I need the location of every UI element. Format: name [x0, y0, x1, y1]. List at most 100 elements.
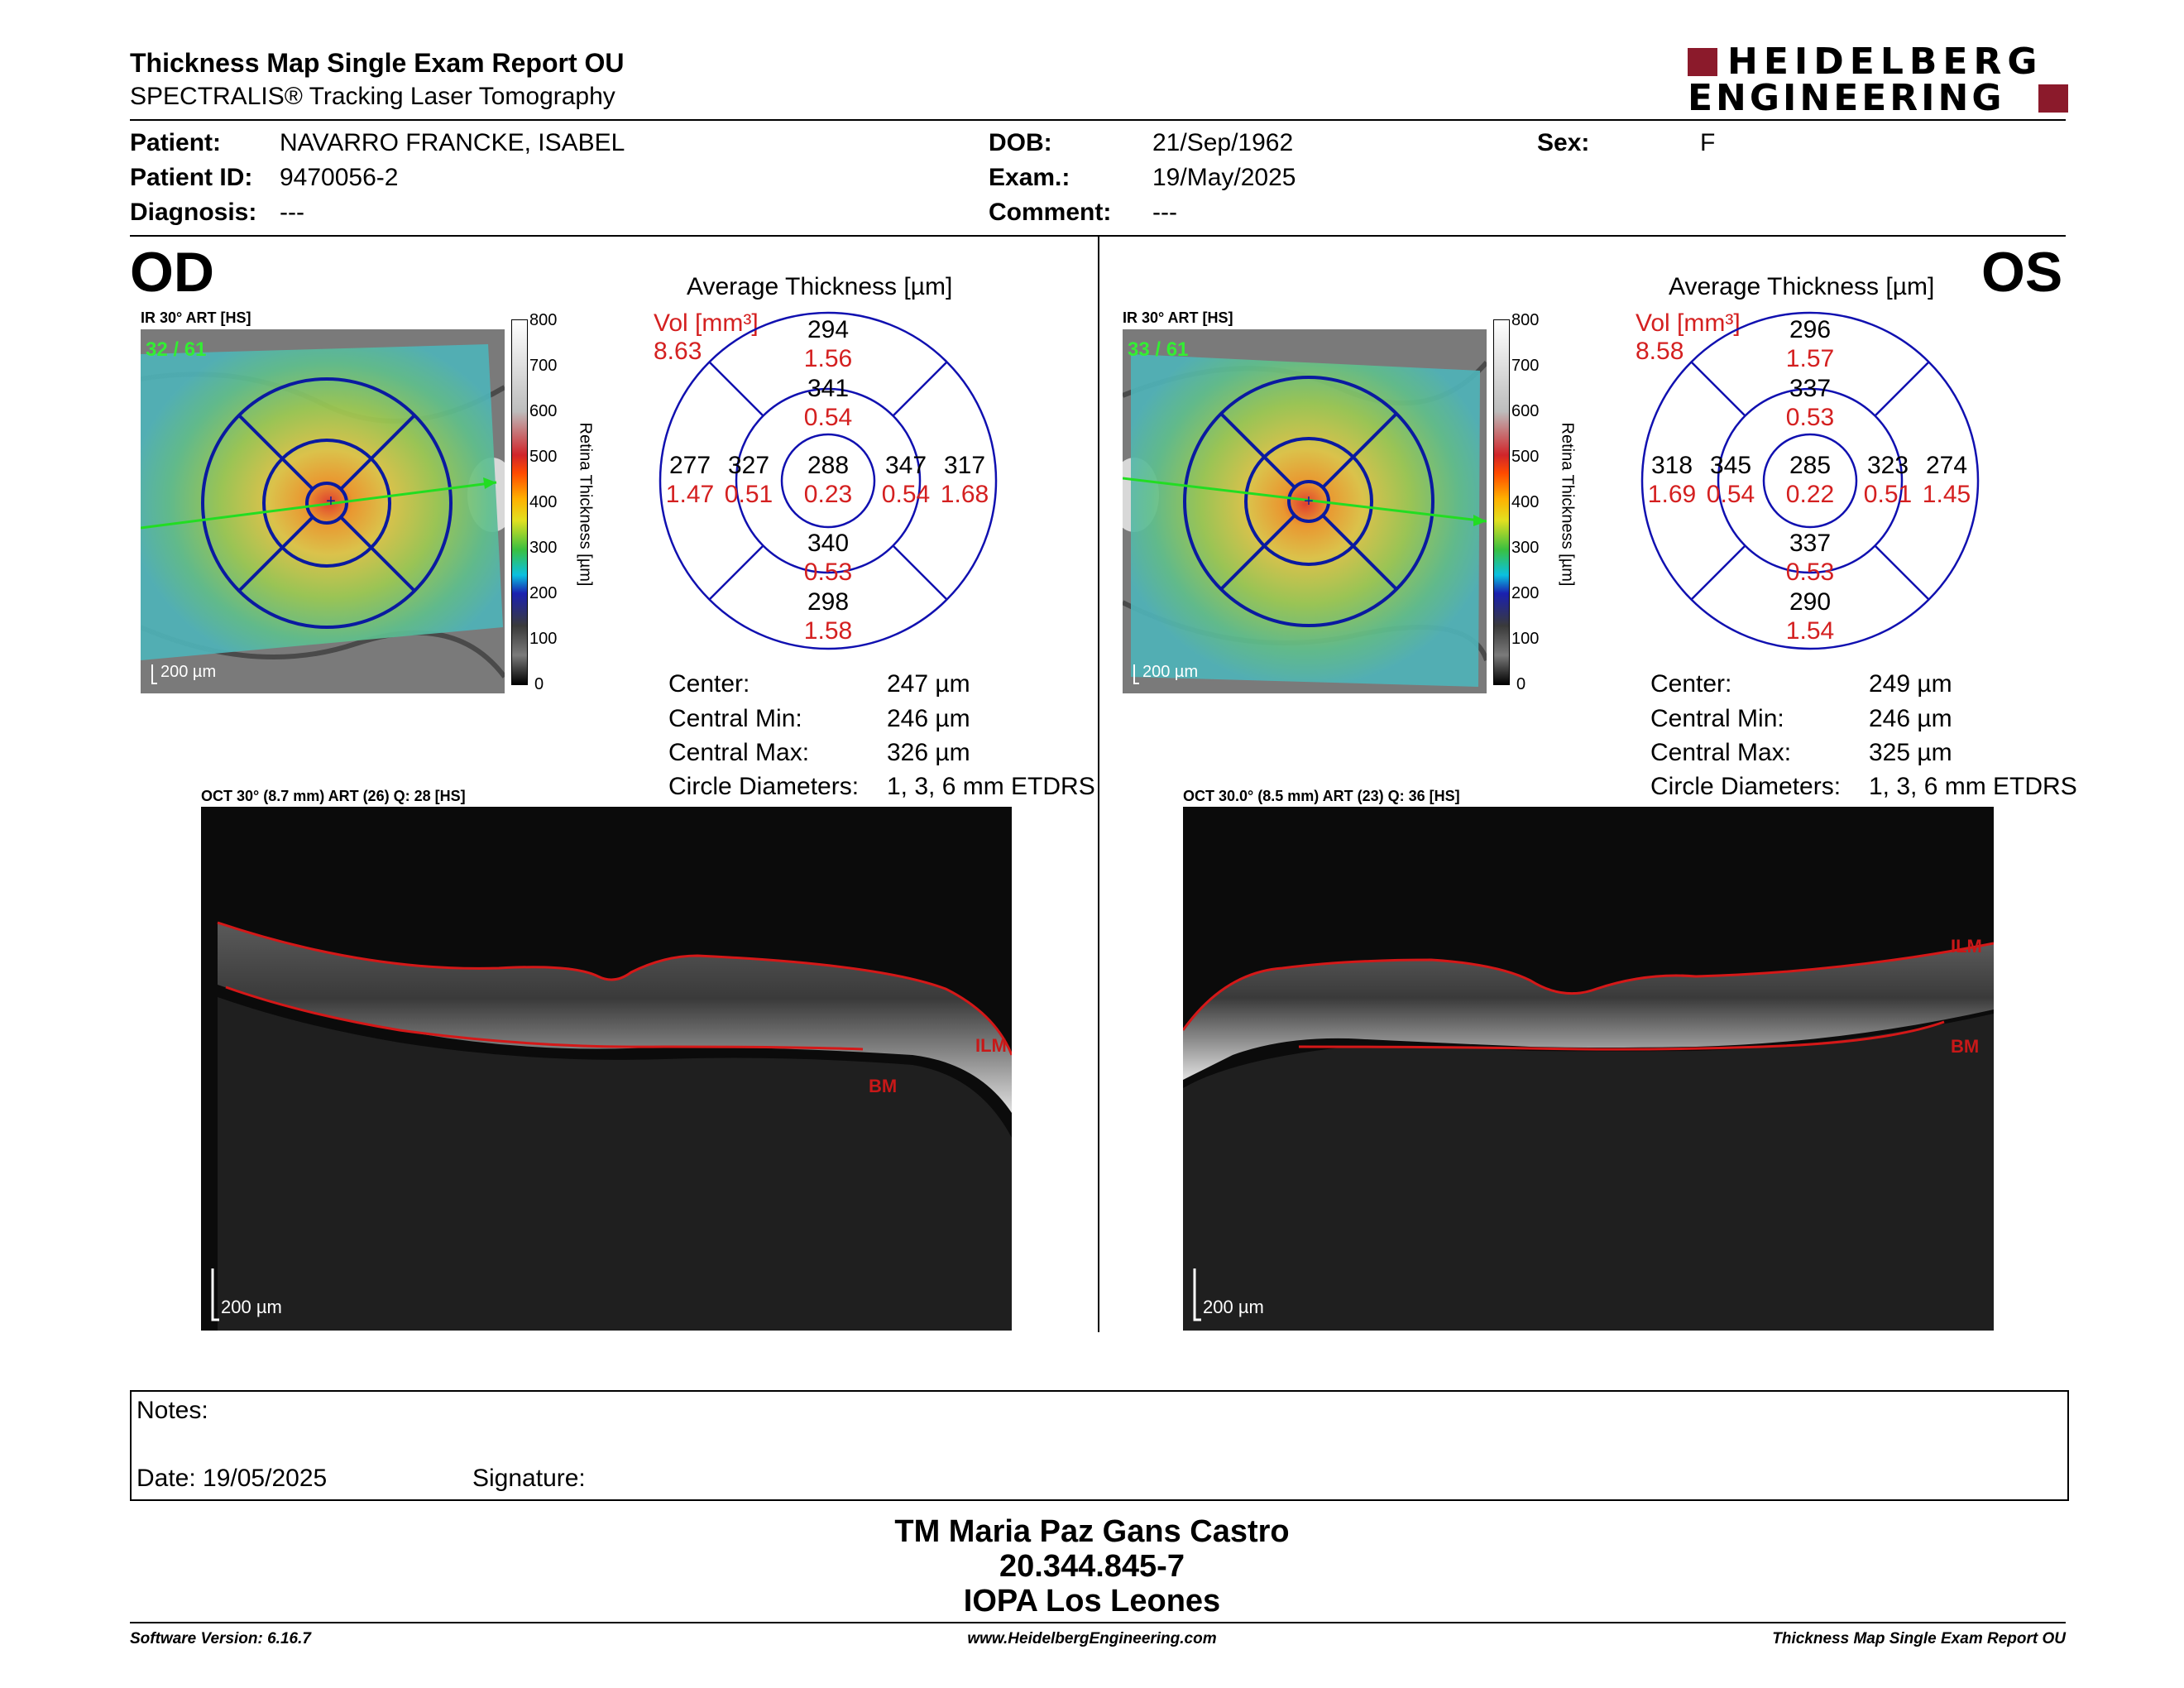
svg-text:294: 294 — [807, 316, 849, 343]
svg-text:1.54: 1.54 — [1786, 617, 1834, 645]
os-ir-count: 33 / 61 — [1128, 338, 1188, 361]
os-avg-title: Average Thickness [µm] — [1669, 273, 1935, 300]
od-fundus-scale: 200 µm — [160, 663, 216, 681]
svg-text:337: 337 — [1789, 375, 1831, 402]
os-oct-bscan: ILM BM 200 µm — [1183, 807, 1994, 1331]
svg-text:298: 298 — [807, 588, 849, 616]
svg-text:1.69: 1.69 — [1648, 481, 1696, 508]
dob-label: DOB: — [989, 129, 1052, 156]
sex-label: Sex: — [1537, 129, 1590, 156]
od-min-label: Central Min: — [668, 705, 802, 732]
os-diam-value: 1, 3, 6 mm ETDRS — [1869, 773, 2077, 800]
operator-rut: 20.344.845-7 — [999, 1549, 1185, 1584]
patient-id-label: Patient ID: — [130, 164, 253, 191]
organization: IOPA Los Leones — [963, 1584, 1221, 1618]
svg-text:0.22: 0.22 — [1786, 481, 1834, 508]
od-avg-title: Average Thickness [µm] — [687, 273, 953, 300]
notes-label: Notes: — [136, 1397, 208, 1424]
comment-label: Comment: — [989, 199, 1112, 226]
svg-text:290: 290 — [1789, 588, 1831, 616]
svg-text:0.23: 0.23 — [804, 481, 852, 508]
od-max-label: Central Max: — [668, 739, 810, 766]
svg-text:337: 337 — [1789, 530, 1831, 557]
od-vol-total: 8.63 — [654, 338, 702, 365]
od-oct-bscan: ILM BM 200 µm — [201, 807, 1012, 1331]
patient-id: 9470056-2 — [280, 164, 399, 191]
svg-text:285: 285 — [1789, 452, 1831, 479]
svg-text:1.68: 1.68 — [941, 481, 989, 508]
comment: --- — [1152, 199, 1177, 226]
operator-name: TM Maria Paz Gans Castro — [894, 1514, 1290, 1549]
os-oct-scale: 200 µm — [1203, 1297, 1264, 1317]
exam-date: 19/May/2025 — [1152, 164, 1296, 191]
od-center-value: 247 µm — [887, 670, 970, 698]
os-colorbar — [1493, 319, 1510, 685]
od-colorbar — [511, 319, 528, 685]
od-ir-count: 32 / 61 — [146, 338, 206, 361]
os-diam-label: Circle Diameters: — [1650, 773, 1842, 800]
logo-line1: HEIDELBERG — [1727, 41, 2043, 83]
os-vol-total: 8.58 — [1636, 338, 1684, 365]
svg-text:288: 288 — [807, 452, 849, 479]
svg-text:1.45: 1.45 — [1923, 481, 1971, 508]
signature-label: Signature: — [472, 1465, 586, 1492]
os-min-label: Central Min: — [1650, 705, 1784, 732]
svg-text:0.54: 0.54 — [882, 481, 930, 508]
od-diam-value: 1, 3, 6 mm ETDRS — [887, 773, 1095, 800]
od-max-value: 326 µm — [887, 739, 970, 766]
svg-text:340: 340 — [807, 530, 849, 557]
svg-text:274: 274 — [1926, 452, 1967, 479]
os-etdrs-grid: 296 1.57 337 0.53 318 1.69 345 0.54 285 … — [1640, 311, 1980, 650]
svg-text:1.57: 1.57 — [1786, 345, 1834, 372]
od-diam-label: Circle Diameters: — [668, 773, 860, 800]
od-ir-caption: IR 30° ART [HS] — [141, 309, 251, 326]
svg-text:0.54: 0.54 — [804, 404, 852, 431]
od-fundus-thickness-map: + 32 / 61 200 µm — [141, 329, 505, 693]
svg-text:318: 318 — [1651, 452, 1693, 479]
patient-name: NAVARRO FRANCKE, ISABEL — [280, 129, 625, 156]
os-max-value: 325 µm — [1869, 739, 1952, 766]
svg-text:0.53: 0.53 — [1786, 404, 1834, 431]
os-fundus-thickness-map: + 33 / 61 200 µm — [1123, 329, 1487, 693]
os-eye-label: OS — [1981, 241, 2063, 304]
od-etdrs-grid: 294 1.56 341 0.54 277 1.47 327 0.51 288 … — [659, 311, 998, 650]
od-eye-label: OD — [130, 241, 214, 304]
notes-box[interactable]: Notes: Date: 19/05/2025 Signature: — [130, 1390, 2069, 1501]
od-ilm-label: ILM — [975, 1035, 1007, 1056]
diagnosis: --- — [280, 199, 304, 226]
svg-text:+: + — [1304, 492, 1314, 511]
svg-text:0.53: 0.53 — [804, 559, 852, 586]
os-fundus-scale: 200 µm — [1142, 663, 1198, 681]
report-title: Thickness Map Single Exam Report OU — [130, 48, 625, 78]
patient-label: Patient: — [130, 129, 222, 156]
svg-text:327: 327 — [728, 452, 769, 479]
diagnosis-label: Diagnosis: — [130, 199, 257, 226]
od-center-label: Center: — [668, 670, 750, 698]
svg-text:+: + — [326, 492, 336, 511]
logo-line2: ENGINEERING — [1688, 77, 2005, 119]
website-link[interactable]: www.HeidelbergEngineering.com — [967, 1630, 1217, 1647]
sex: F — [1700, 129, 1716, 156]
svg-text:0.51: 0.51 — [1864, 481, 1912, 508]
svg-text:345: 345 — [1710, 452, 1751, 479]
heidelberg-logo: HEIDELBERG ENGINEERING — [1688, 43, 2068, 117]
os-center-value: 249 µm — [1869, 670, 1952, 698]
os-center-label: Center: — [1650, 670, 1732, 698]
svg-text:317: 317 — [944, 452, 985, 479]
footer-report-name: Thickness Map Single Exam Report OU — [1772, 1630, 2066, 1647]
svg-text:0.51: 0.51 — [725, 481, 773, 508]
svg-text:1.58: 1.58 — [804, 617, 852, 645]
software-version: Software Version: 6.16.7 — [130, 1630, 311, 1647]
exam-label: Exam.: — [989, 164, 1070, 191]
os-ir-caption: IR 30° ART [HS] — [1123, 309, 1233, 326]
os-bm-label: BM — [1951, 1036, 1979, 1057]
svg-text:1.56: 1.56 — [804, 345, 852, 372]
svg-text:323: 323 — [1867, 452, 1909, 479]
od-bm-label: BM — [869, 1076, 897, 1096]
os-oct-caption: OCT 30.0° (8.5 mm) ART (23) Q: 36 [HS] — [1183, 788, 1460, 804]
os-colorbar-label: Retina Thickness [µm] — [1558, 422, 1577, 587]
svg-text:0.53: 0.53 — [1786, 559, 1834, 586]
notes-date: Date: 19/05/2025 — [136, 1465, 328, 1492]
od-min-value: 246 µm — [887, 705, 970, 732]
svg-text:1.47: 1.47 — [666, 481, 714, 508]
